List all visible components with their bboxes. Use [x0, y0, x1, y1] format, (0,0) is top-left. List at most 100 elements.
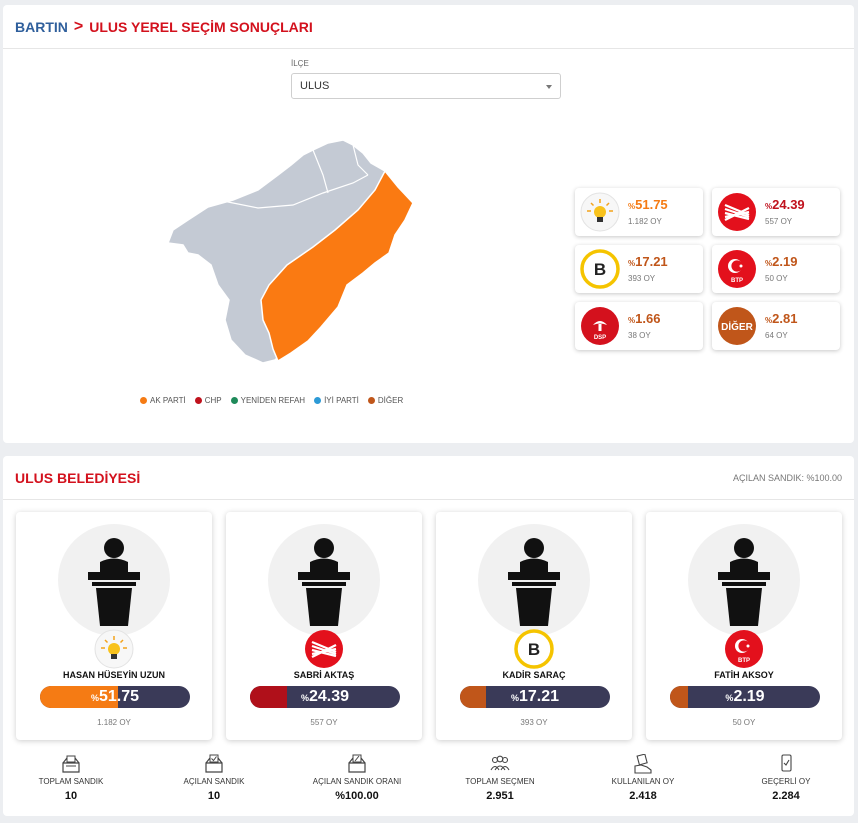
candidate-vote-bar: %24.39 — [250, 686, 400, 708]
party-result-card[interactable]: BTP %2.19 50 OY — [712, 245, 840, 293]
legend-item[interactable]: CHP — [194, 396, 222, 405]
party-percent: 24.39 — [772, 197, 805, 212]
stat-value: %100.00 — [335, 790, 379, 802]
district-select[interactable]: ULUS — [291, 73, 561, 99]
party-percent: 2.19 — [772, 254, 798, 269]
candidate-card[interactable]: HASAN HÜSEYİN UZUN %51.75 1.182 OY — [16, 512, 212, 740]
ballot-box-check-icon — [205, 754, 223, 773]
opened-ballot-status: AÇILAN SANDIK: %100.00 — [732, 472, 842, 483]
map-region-neighbour[interactable] — [166, 139, 399, 364]
podium-person-icon — [298, 538, 350, 626]
party-percent: 2.81 — [772, 311, 798, 326]
stat-label: KULLANILAN OY — [611, 777, 675, 786]
party-votes: 557 OY — [765, 217, 793, 226]
stat-value: 2.418 — [629, 790, 657, 802]
candidate-name: SABRİ AKTAŞ — [293, 670, 355, 680]
party-result-card[interactable]: %24.39 557 OY — [712, 188, 840, 236]
candidate-percent: %17.21 — [510, 688, 560, 705]
stat-label: AÇILAN SANDIK — [183, 777, 245, 786]
chevron-down-icon — [546, 85, 552, 89]
percent-sign: % — [628, 316, 636, 325]
map-region-ulus[interactable] — [260, 169, 414, 363]
percent-sign: % — [765, 316, 773, 325]
chevron-right-icon: > — [73, 17, 84, 35]
party-result-card[interactable]: B %17.21 393 OY — [575, 245, 703, 293]
legend-label: CHP — [204, 396, 222, 405]
chp-six-arrows-icon — [718, 193, 756, 231]
b-letter-icon: B — [580, 249, 620, 289]
candidate-name: HASAN HÜSEYİN UZUN — [62, 670, 165, 680]
stat-value: 10 — [64, 790, 78, 802]
percent-sign: % — [628, 259, 636, 268]
candidate-name: FATİH AKSOY — [714, 670, 774, 680]
stat-label: TOPLAM SANDIK — [38, 777, 104, 786]
district-select-value: ULUS — [300, 80, 330, 92]
party-votes: 1.182 OY — [628, 217, 662, 226]
municipality-header: ULUS BELEDİYESİ AÇILAN SANDIK: %100.00 — [3, 456, 854, 500]
legend-label: İYİ PARTİ — [324, 396, 359, 405]
btp-crescent-star-icon: BTP — [725, 630, 763, 668]
percent-sign: % — [628, 202, 636, 211]
party-votes: 393 OY — [628, 274, 656, 283]
party-votes: 64 OY — [765, 331, 788, 340]
stat-label: AÇILAN SANDIK ORANI — [312, 777, 402, 786]
candidate-percent: %51.75 — [90, 688, 140, 705]
stat-total-ballot-boxes: TOPLAM SANDIK 10 — [16, 754, 126, 802]
party-percent: 1.66 — [635, 311, 661, 326]
candidate-vote-bar-fill — [460, 686, 486, 708]
legend-label: AK PARTİ — [150, 396, 186, 405]
district-map — [166, 139, 414, 364]
ballot-box-percent-icon — [348, 754, 366, 773]
party-percent: 51.75 — [635, 197, 668, 212]
akp-bulb-icon — [94, 629, 134, 669]
legend-label: DİĞER — [377, 396, 404, 405]
candidate-card[interactable]: BTP FATİH AKSOY %2.19 50 OY — [646, 512, 842, 740]
party-result-card[interactable]: DİĞER %2.81 64 OY — [712, 302, 840, 350]
legend-item[interactable]: İYİ PARTİ — [314, 396, 359, 405]
candidate-percent: %2.19 — [725, 688, 765, 705]
legend-dot-icon — [314, 397, 322, 404]
breadcrumb-city-link[interactable]: BARTIN — [15, 18, 68, 35]
candidate-name: KADİR SARAÇ — [502, 670, 566, 680]
municipality-title: ULUS BELEDİYESİ — [15, 469, 141, 486]
hand-vote-icon — [634, 754, 652, 774]
phone-check-icon — [781, 754, 792, 772]
percent-sign: % — [765, 202, 773, 211]
dsp-dove-icon: DSP — [581, 307, 619, 345]
stat-valid-votes: GEÇERLİ OY 2.284 — [731, 754, 841, 802]
podium-person-icon — [718, 538, 770, 626]
voters-group-icon — [490, 755, 510, 771]
party-percent: 17.21 — [635, 254, 668, 269]
party-result-card[interactable]: %51.75 1.182 OY — [575, 188, 703, 236]
legend-dot-icon — [194, 397, 202, 404]
diger-badge-icon: DİĞER — [718, 307, 756, 345]
candidate-card[interactable]: B KADİR SARAÇ %17.21 393 OY — [436, 512, 632, 740]
svg-text:BTP: BTP — [738, 658, 750, 664]
ballot-box-icon — [62, 755, 80, 773]
legend-dot-icon — [140, 397, 147, 404]
legend-item[interactable]: DİĞER — [367, 396, 404, 405]
legend-item[interactable]: AK PARTİ — [140, 396, 186, 405]
legend-item[interactable]: YENİDEN REFAH — [230, 396, 305, 405]
candidate-votes: 1.182 OY — [97, 718, 131, 727]
stat-value: 10 — [207, 790, 221, 802]
candidate-votes: 393 OY — [520, 718, 548, 727]
district-select-label: İLÇE — [291, 59, 309, 68]
candidate-votes: 50 OY — [732, 718, 756, 727]
stat-label: TOPLAM SEÇMEN — [465, 777, 535, 786]
candidate-card[interactable]: SABRİ AKTAŞ %24.39 557 OY — [226, 512, 422, 740]
party-votes: 38 OY — [628, 331, 651, 340]
stat-value: 2.284 — [772, 790, 800, 802]
legend-dot-icon — [230, 397, 238, 404]
party-votes: 50 OY — [765, 274, 788, 283]
stat-opened-ballot-boxes: AÇILAN SANDIK 10 — [159, 754, 269, 802]
candidate-vote-bar: %2.19 — [670, 686, 820, 708]
svg-text:B: B — [528, 640, 540, 659]
b-letter-icon: B — [514, 629, 554, 669]
candidate-percent: %24.39 — [300, 688, 350, 705]
candidate-vote-bar-fill — [250, 686, 287, 708]
svg-text:B: B — [594, 260, 606, 279]
candidate-vote-bar: %17.21 — [460, 686, 610, 708]
stat-votes-cast: KULLANILAN OY 2.418 — [588, 754, 698, 802]
party-result-card[interactable]: DSP %1.66 38 OY — [575, 302, 703, 350]
